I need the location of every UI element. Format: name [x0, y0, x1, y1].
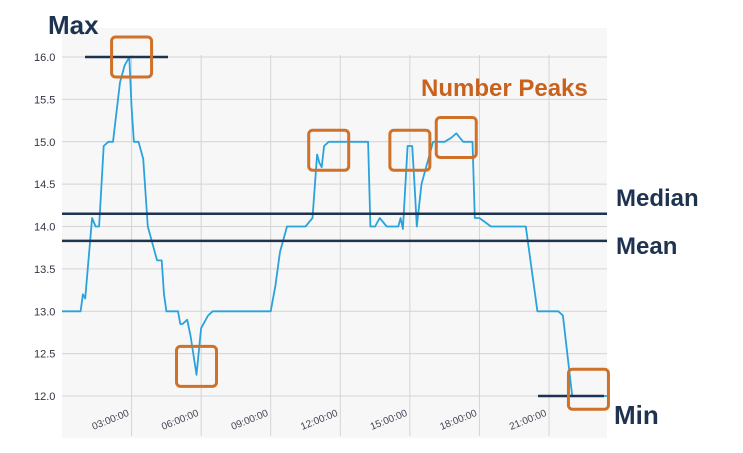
peak-highlight-box [566, 367, 610, 411]
y-tick-label: 16.0 [34, 52, 55, 64]
y-axis: 16.0 15.5 15.0 14.5 14.0 13.5 13.0 12.5 12.0 [34, 52, 55, 403]
y-tick-label: 13.5 [34, 264, 55, 276]
y-tick-label: 14.5 [34, 179, 55, 191]
series-layer [62, 56, 607, 397]
peak-highlight-box [175, 344, 219, 388]
median-label: Median [616, 185, 699, 212]
peak-highlight-box [110, 35, 154, 79]
y-tick-label: 15.5 [34, 94, 55, 106]
highlight-boxes [110, 35, 610, 411]
reference-lines [62, 55, 607, 398]
y-tick-label: 12.5 [34, 349, 55, 361]
number-peaks-label: Number Peaks [421, 75, 588, 102]
series-line [62, 56, 607, 397]
peak-highlight-box [307, 128, 351, 172]
y-tick-label: 13.0 [34, 306, 55, 318]
peak-highlight-box [388, 128, 432, 172]
min-label: Min [614, 400, 659, 430]
y-tick-label: 14.0 [34, 222, 55, 234]
y-tick-label: 15.0 [34, 137, 55, 149]
plot-background [62, 28, 607, 438]
max-label: Max [48, 10, 99, 40]
y-tick-label: 12.0 [34, 391, 55, 403]
mean-label: Mean [616, 233, 677, 260]
peak-highlight-box [434, 116, 478, 160]
